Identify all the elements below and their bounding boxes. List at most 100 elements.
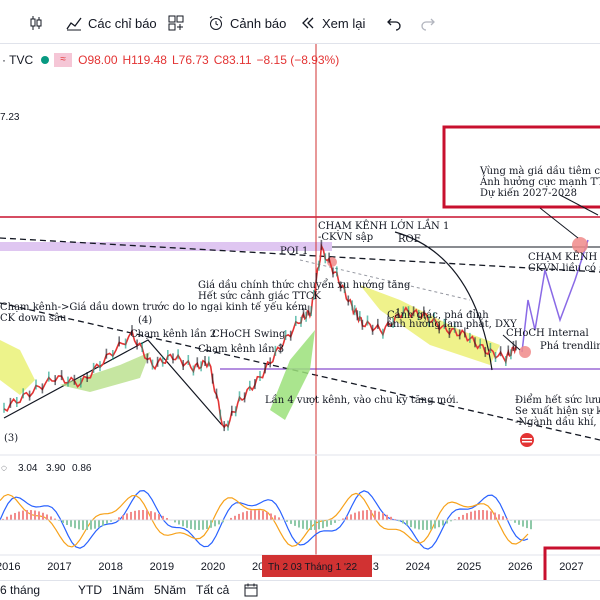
alerts-button[interactable]: Cảnh báo xyxy=(208,12,286,34)
replay-label: Xem lại xyxy=(322,15,366,31)
event-badge-icon[interactable] xyxy=(520,433,534,447)
histogram-bar xyxy=(494,512,496,521)
histogram-bar xyxy=(334,520,336,523)
x-tick-2016: 2016 xyxy=(0,561,20,573)
histogram-bar xyxy=(454,519,456,521)
candle xyxy=(22,388,24,399)
date-range-icon[interactable] xyxy=(244,583,258,600)
histogram-bar xyxy=(102,520,104,526)
histogram-bar xyxy=(146,510,148,521)
histogram-bar xyxy=(86,520,88,530)
candle xyxy=(284,330,287,340)
histogram-bar xyxy=(6,516,8,521)
target-marker-2[interactable] xyxy=(519,346,531,358)
histogram-bar xyxy=(66,520,68,525)
histogram-bar xyxy=(190,520,192,529)
event-badge-line-1 xyxy=(522,438,532,440)
histogram-bar xyxy=(370,510,372,520)
histogram-bar xyxy=(518,520,520,525)
low-value: L76.73 xyxy=(171,53,209,67)
target-marker-1[interactable] xyxy=(572,237,588,253)
histogram-bar xyxy=(202,520,204,530)
alarm-clock-icon xyxy=(209,16,223,30)
histogram-bar xyxy=(318,520,320,530)
symbol-source[interactable]: · TVC xyxy=(2,53,34,67)
high-value: H119.48 xyxy=(122,53,167,67)
histogram-bar xyxy=(150,511,152,521)
range-ytd[interactable]: YTD xyxy=(78,583,102,597)
rof-arc xyxy=(394,231,493,371)
histogram-bar xyxy=(330,520,332,525)
histogram-bar xyxy=(326,520,328,527)
histogram-bar xyxy=(482,510,484,521)
candle xyxy=(433,312,435,323)
x-tick-2024: 2024 xyxy=(406,561,430,573)
replay-button[interactable]: Xem lại xyxy=(300,12,365,34)
histogram-bar xyxy=(94,520,96,529)
indicators-button[interactable]: Các chỉ báo xyxy=(66,12,157,34)
range-6m[interactable]: 6 tháng xyxy=(0,583,41,597)
wave-4-break-label: Lần 4 vượt kênh, vào chu kỳ tăng mới. xyxy=(265,394,459,406)
forecast-zone-box xyxy=(442,125,600,209)
redo-button[interactable] xyxy=(420,12,442,34)
arrow-choch xyxy=(502,334,521,351)
candle xyxy=(238,391,241,402)
open-value: O98.00 xyxy=(78,53,118,67)
indicator-value-3: 0.86 xyxy=(72,463,92,474)
wave-3-label: (3) xyxy=(4,433,18,444)
candle xyxy=(438,323,440,334)
candle xyxy=(196,357,199,368)
histogram-bar xyxy=(118,517,120,521)
channel-touch-2-label: Chạm kênh lần 2 xyxy=(130,328,216,340)
range-all[interactable]: Tất cả xyxy=(196,583,230,597)
x-tick-2018: 2018 xyxy=(98,561,122,573)
candle xyxy=(332,267,334,278)
candle-type-button[interactable] xyxy=(28,12,50,34)
histogram-bar xyxy=(438,520,440,528)
histogram-bar xyxy=(466,513,468,521)
histogram-bar xyxy=(54,518,56,520)
candle xyxy=(141,342,143,352)
histogram-bar xyxy=(298,520,300,528)
candle xyxy=(479,338,481,349)
end-note-2: Se xuất hiện sự kiện xyxy=(515,406,600,417)
histogram-bar xyxy=(486,510,488,521)
templates-button[interactable] xyxy=(168,12,190,34)
histogram-bar xyxy=(218,520,220,525)
indicator-settings-icon[interactable]: ◌ xyxy=(1,463,7,474)
range-5y[interactable]: 5Năm xyxy=(154,583,187,597)
time-range-bar: 6 tháng YTD 1Năm 5Năm Tất cả xyxy=(0,580,600,600)
data-link-icon[interactable]: ≈ xyxy=(54,53,73,67)
ichimoku-cloud-3 xyxy=(270,330,315,420)
histogram-bar xyxy=(174,520,176,523)
candle xyxy=(351,300,353,311)
histogram-bar xyxy=(34,510,36,521)
candle xyxy=(28,390,31,401)
range-1y[interactable]: 1Năm xyxy=(112,583,145,597)
candle xyxy=(227,420,229,431)
candle xyxy=(443,318,446,329)
candle xyxy=(453,322,456,333)
candle xyxy=(254,379,256,390)
candle xyxy=(182,360,184,370)
histogram-bar xyxy=(206,520,208,529)
histogram-bar xyxy=(430,520,432,530)
histogram-bar xyxy=(414,520,416,529)
histogram-bar xyxy=(366,510,368,521)
calendar-icon xyxy=(244,583,258,597)
candle xyxy=(320,239,323,250)
candle xyxy=(156,356,159,367)
histogram-bar xyxy=(98,520,100,528)
rof-label: ROF xyxy=(398,234,421,245)
candle xyxy=(324,253,327,264)
histogram-bar xyxy=(258,510,260,520)
candle xyxy=(131,325,133,336)
candle xyxy=(243,392,246,403)
histogram-bar xyxy=(130,511,132,521)
candle xyxy=(289,330,292,341)
candle xyxy=(407,306,410,317)
caution-inflation-label: ảnh hưởng lạm phát, DXY xyxy=(387,319,517,330)
undo-button[interactable] xyxy=(386,12,408,34)
histogram-bar xyxy=(246,511,248,520)
